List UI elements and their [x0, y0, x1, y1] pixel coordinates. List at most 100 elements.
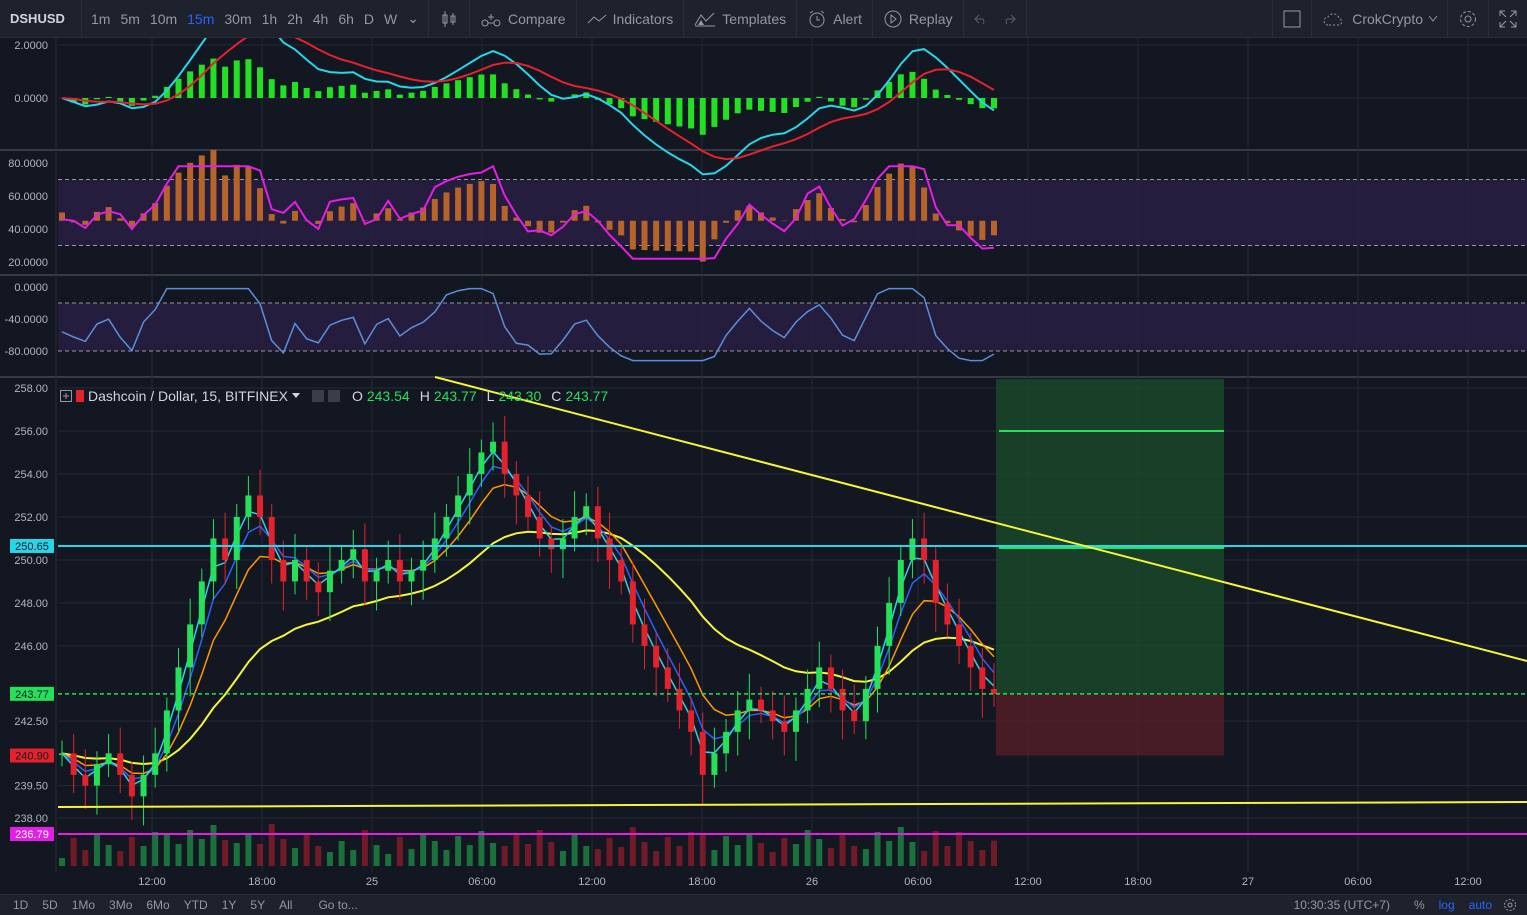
timeframe-D[interactable]: D [359, 11, 379, 27]
chevron-down-icon[interactable] [292, 393, 300, 399]
timeframe-1h[interactable]: 1h [257, 11, 283, 27]
macd-histogram-bar [816, 97, 822, 98]
macd-histogram-bar [921, 79, 927, 98]
range-6Mo[interactable]: 6Mo [139, 898, 176, 912]
timeframe-10m[interactable]: 10m [145, 11, 182, 27]
candle-body [956, 624, 962, 645]
candle-body [269, 517, 275, 560]
gear-icon[interactable] [1503, 898, 1517, 912]
rsi-histogram-bar [199, 155, 205, 220]
volume-bar [548, 842, 554, 866]
volume-bar [478, 831, 484, 866]
range-YTD[interactable]: YTD [177, 898, 215, 912]
templates-button[interactable]: Templates [684, 0, 797, 37]
candle-body [968, 646, 974, 667]
percent-toggle[interactable]: % [1407, 898, 1432, 912]
timeframe-6h[interactable]: 6h [333, 11, 359, 27]
volume-bar [595, 849, 601, 866]
price-axis-label: 239.50 [14, 781, 48, 793]
goto-button[interactable]: Go to... [311, 898, 364, 912]
fullscreen-layout-button[interactable] [1272, 0, 1312, 37]
timeframe-4h[interactable]: 4h [308, 11, 334, 27]
volume-bar [304, 834, 310, 866]
redo-icon[interactable] [1002, 13, 1016, 25]
range-1Mo[interactable]: 1Mo [65, 898, 102, 912]
macd-histogram-bar [828, 98, 834, 101]
symbol-search[interactable]: DSHUSD [0, 0, 82, 37]
alert-button[interactable]: Alert [797, 0, 873, 37]
macd-histogram-bar [991, 98, 997, 108]
indicators-button[interactable]: Indicators [577, 0, 685, 37]
time-label: 27 [1242, 876, 1254, 888]
auto-toggle[interactable]: auto [1462, 898, 1499, 912]
expand-legend-icon[interactable] [60, 390, 72, 402]
macd-histogram-bar [350, 85, 356, 98]
rsi-axis-label: 60.0000 [8, 191, 48, 203]
macd-histogram-bar [863, 98, 869, 100]
macd-histogram-bar [851, 98, 857, 107]
volume-bar [397, 837, 403, 866]
open-value: 243.54 [367, 388, 410, 404]
chart-type-button[interactable] [429, 0, 470, 37]
candle-body [723, 732, 729, 753]
log-toggle[interactable]: log [1432, 898, 1462, 912]
timeframe-W[interactable]: W [379, 11, 402, 27]
settings-icon[interactable] [328, 390, 340, 402]
compare-button[interactable]: Compare [470, 0, 577, 37]
candle-body [420, 560, 426, 571]
volume-bar [141, 846, 147, 866]
range-5Y[interactable]: 5Y [243, 898, 272, 912]
undo-icon[interactable] [974, 13, 988, 25]
range-3Mo[interactable]: 3Mo [102, 898, 139, 912]
rsi-histogram-bar [770, 217, 776, 220]
indicators-icon [587, 13, 607, 25]
series-color-marker [76, 390, 84, 402]
visibility-icon[interactable] [312, 390, 324, 402]
candle-body [117, 753, 123, 774]
rsi-histogram-bar [840, 219, 846, 221]
timeframe-5m[interactable]: 5m [115, 11, 144, 27]
rsi-histogram-bar [339, 207, 345, 221]
replay-icon [883, 9, 903, 29]
rsi-histogram-bar [548, 221, 554, 233]
candle-body [432, 538, 438, 559]
timeframe-15m[interactable]: 15m [182, 11, 219, 27]
range-1D[interactable]: 1D [6, 898, 35, 912]
macd-histogram-bar [94, 98, 100, 99]
volume-bar [642, 842, 648, 866]
candle-body [222, 538, 228, 559]
account-button[interactable]: CrokCrypto [1312, 0, 1448, 37]
range-All[interactable]: All [272, 898, 299, 912]
candle-body [607, 538, 613, 559]
candle-body [851, 710, 857, 721]
timeframe-1m[interactable]: 1m [86, 11, 115, 27]
rsi-histogram-bar [117, 218, 123, 220]
rsi-axis-label: 80.0000 [8, 158, 48, 170]
volume-bar [59, 858, 65, 866]
candle-body [793, 710, 799, 731]
volume-bar [257, 844, 263, 866]
settings-button[interactable] [1448, 0, 1489, 37]
range-1Y[interactable]: 1Y [215, 898, 244, 912]
timeframe-30m[interactable]: 30m [219, 11, 256, 27]
maximize-button[interactable] [1489, 0, 1527, 37]
range-5D[interactable]: 5D [35, 898, 64, 912]
volume-bar [432, 841, 438, 866]
volume-bar [537, 830, 543, 866]
volume-bar [968, 841, 974, 866]
volume-bar [630, 827, 636, 866]
rsi-histogram-bar [106, 207, 112, 221]
replay-button[interactable]: Replay [873, 0, 964, 37]
timeframe-2h[interactable]: 2h [282, 11, 308, 27]
candle-body [304, 560, 310, 581]
series-title[interactable]: Dashcoin / Dollar, 15, BITFINEX [88, 388, 288, 404]
candle-body [525, 495, 531, 516]
timeframe-more-chevron-icon[interactable]: ⌄ [402, 10, 424, 27]
candle-body [234, 517, 240, 560]
volume-bar [362, 830, 368, 866]
candle-body [327, 571, 333, 592]
